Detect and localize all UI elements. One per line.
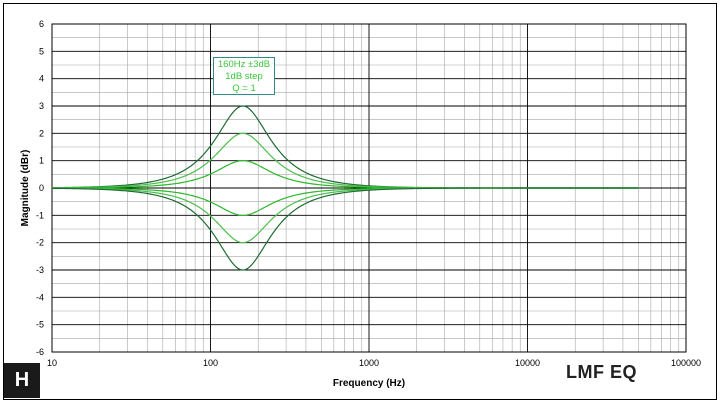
panel-title: LMF EQ — [566, 362, 637, 382]
y-tick-label: 2 — [39, 128, 44, 138]
x-tick-label: 10000 — [515, 358, 540, 368]
x-axis-label: Frequency (Hz) — [333, 378, 405, 389]
annotation-line-1: 160Hz ±3dB — [217, 59, 271, 70]
curves — [51, 105, 639, 271]
x-tick-label: 100 — [203, 358, 218, 368]
y-tick-label: -3 — [36, 265, 44, 275]
y-tick-label: 1 — [39, 156, 44, 166]
y-tick-label: -1 — [36, 210, 44, 220]
y-tick-label: 3 — [39, 101, 44, 111]
y-tick-label: -5 — [36, 320, 44, 330]
y-tick-label: 0 — [39, 183, 44, 193]
x-tick-label: 1000 — [359, 358, 379, 368]
annotation-line-3: Q = 1 — [232, 83, 256, 94]
y-tick-label: -4 — [36, 292, 44, 302]
y-tick-label: 4 — [39, 74, 44, 84]
x-tick-label: 10 — [47, 358, 57, 368]
y-tick-labels: -6 -5 -4 -3 -2 -1 0 1 2 3 4 5 6 — [36, 19, 44, 357]
y-tick-label: 6 — [39, 19, 44, 29]
y-axis-label: Magnitude (dBr) — [20, 150, 31, 227]
y-tick-label: 5 — [39, 46, 44, 56]
x-tick-label: 100000 — [671, 358, 701, 368]
panel-letter-badge: H — [4, 363, 40, 398]
y-tick-label: -6 — [36, 347, 44, 357]
y-tick-label: -2 — [36, 238, 44, 248]
x-tick-labels: 10 100 1000 10000 100000 — [47, 358, 701, 368]
annotation-box: 160Hz ±3dB 1dB step Q = 1 — [213, 57, 275, 95]
eq-curve-5 — [51, 187, 639, 271]
annotation-line-2: 1dB step — [225, 71, 263, 82]
